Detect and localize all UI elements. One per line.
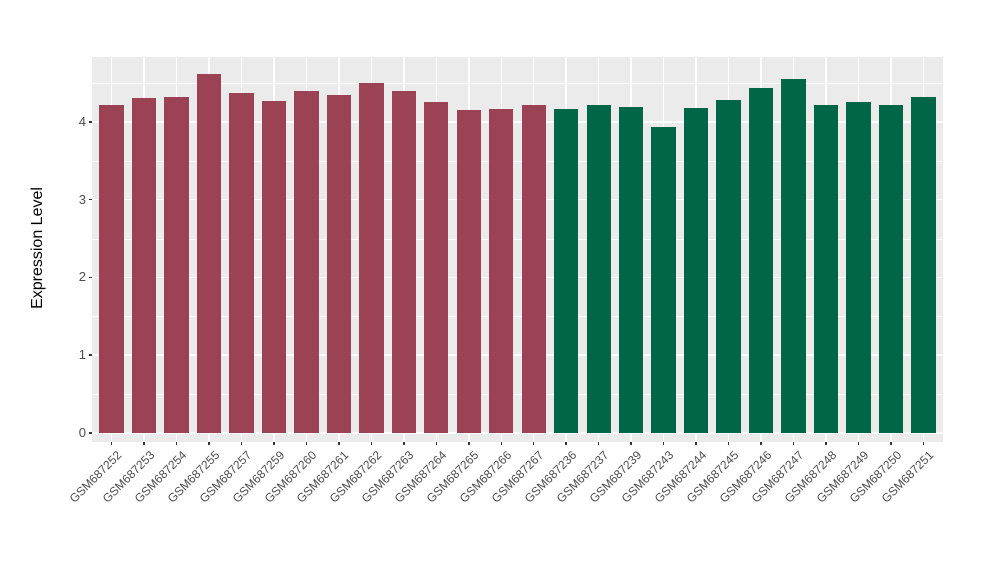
x-tick-mark-GSM687266 bbox=[500, 442, 502, 445]
bar-GSM687249 bbox=[846, 101, 871, 433]
x-tick-mark-GSM687249 bbox=[857, 442, 860, 445]
gridline-major-y1 bbox=[92, 354, 943, 356]
x-tick-mark-GSM687267 bbox=[532, 442, 535, 445]
bar-GSM687253 bbox=[131, 97, 157, 433]
x-tick-mark-GSM687259 bbox=[273, 442, 275, 445]
gridline-minor-y3.5 bbox=[92, 160, 943, 162]
gridline-major-y3 bbox=[92, 198, 943, 201]
bar-GSM687239 bbox=[619, 107, 644, 433]
gridline-major-y0 bbox=[92, 432, 943, 434]
x-tick-mark-GSM687262 bbox=[370, 442, 373, 445]
bar-GSM687243 bbox=[651, 127, 676, 433]
x-tick-mark-GSM687251 bbox=[922, 442, 925, 445]
x-tick-mark-GSM687255 bbox=[208, 442, 210, 445]
y-tick-label-1: 1 bbox=[78, 347, 86, 363]
x-tick-mark-GSM687250 bbox=[890, 442, 892, 445]
gridline-minor-y1.5 bbox=[92, 316, 943, 318]
x-tick-mark-GSM687245 bbox=[727, 442, 730, 445]
x-tick-mark-GSM687248 bbox=[825, 442, 827, 445]
bar-GSM687252 bbox=[99, 104, 124, 433]
y-tick-mark-3 bbox=[88, 198, 92, 201]
bar-GSM687248 bbox=[813, 104, 839, 433]
bar-GSM687254 bbox=[164, 96, 189, 433]
bar-GSM687237 bbox=[586, 104, 611, 433]
bar-GSM687251 bbox=[911, 96, 936, 433]
y-tick-mark-1 bbox=[88, 354, 92, 356]
x-tick-mark-GSM687260 bbox=[305, 442, 308, 445]
x-tick-mark-GSM687237 bbox=[597, 442, 600, 445]
y-tick-mark-0 bbox=[88, 432, 92, 434]
x-tick-mark-GSM687264 bbox=[435, 442, 438, 445]
x-tick-mark-GSM687252 bbox=[110, 442, 113, 445]
bar-GSM687259 bbox=[261, 100, 287, 433]
y-tick-mark-4 bbox=[88, 121, 92, 123]
bar-GSM687264 bbox=[424, 102, 449, 433]
x-tick-mark-GSM687263 bbox=[403, 442, 405, 445]
y-tick-label-0: 0 bbox=[78, 425, 86, 440]
x-tick-mark-GSM687243 bbox=[662, 442, 665, 445]
gridline-minor-y0.5 bbox=[92, 394, 943, 396]
x-tick-mark-GSM687261 bbox=[338, 442, 340, 445]
bar-GSM687263 bbox=[391, 91, 416, 433]
bar-GSM687266 bbox=[489, 108, 514, 433]
gridline-major-y2 bbox=[92, 276, 943, 279]
bar-GSM687260 bbox=[294, 91, 319, 433]
bar-GSM687255 bbox=[196, 74, 222, 433]
plot-panel bbox=[92, 57, 943, 442]
bar-GSM687245 bbox=[716, 100, 741, 433]
y-axis-title: Expression Level bbox=[29, 187, 46, 309]
x-tick-mark-GSM687236 bbox=[565, 442, 567, 445]
bar-GSM687247 bbox=[781, 79, 806, 433]
bar-GSM687246 bbox=[748, 88, 774, 433]
y-tick-mark-2 bbox=[88, 276, 92, 279]
x-tick-mark-GSM687254 bbox=[175, 442, 178, 445]
x-tick-mark-GSM687265 bbox=[468, 442, 470, 445]
bar-GSM687265 bbox=[456, 110, 481, 433]
gridline-minor-y4.5 bbox=[92, 82, 943, 84]
bar-GSM687244 bbox=[683, 107, 709, 433]
y-tick-label-2: 2 bbox=[78, 269, 86, 285]
y-tick-label-3: 3 bbox=[78, 191, 86, 207]
bar-GSM687261 bbox=[326, 95, 352, 433]
x-tick-mark-GSM687246 bbox=[760, 442, 762, 445]
bar-GSM687262 bbox=[359, 82, 384, 433]
y-tick-label-4: 4 bbox=[78, 113, 86, 129]
bar-GSM687250 bbox=[878, 105, 904, 433]
x-tick-mark-GSM687257 bbox=[240, 442, 243, 445]
gridline-minor-y2.5 bbox=[92, 238, 943, 240]
gridline-major-y4 bbox=[92, 121, 943, 123]
bar-GSM687257 bbox=[229, 93, 254, 433]
x-tick-mark-GSM687247 bbox=[792, 442, 795, 445]
x-tick-mark-GSM687244 bbox=[695, 442, 697, 445]
bar-GSM687267 bbox=[521, 105, 546, 433]
bar-GSM687236 bbox=[554, 109, 579, 433]
x-tick-mark-GSM687239 bbox=[630, 442, 632, 445]
x-tick-mark-GSM687253 bbox=[143, 442, 145, 445]
